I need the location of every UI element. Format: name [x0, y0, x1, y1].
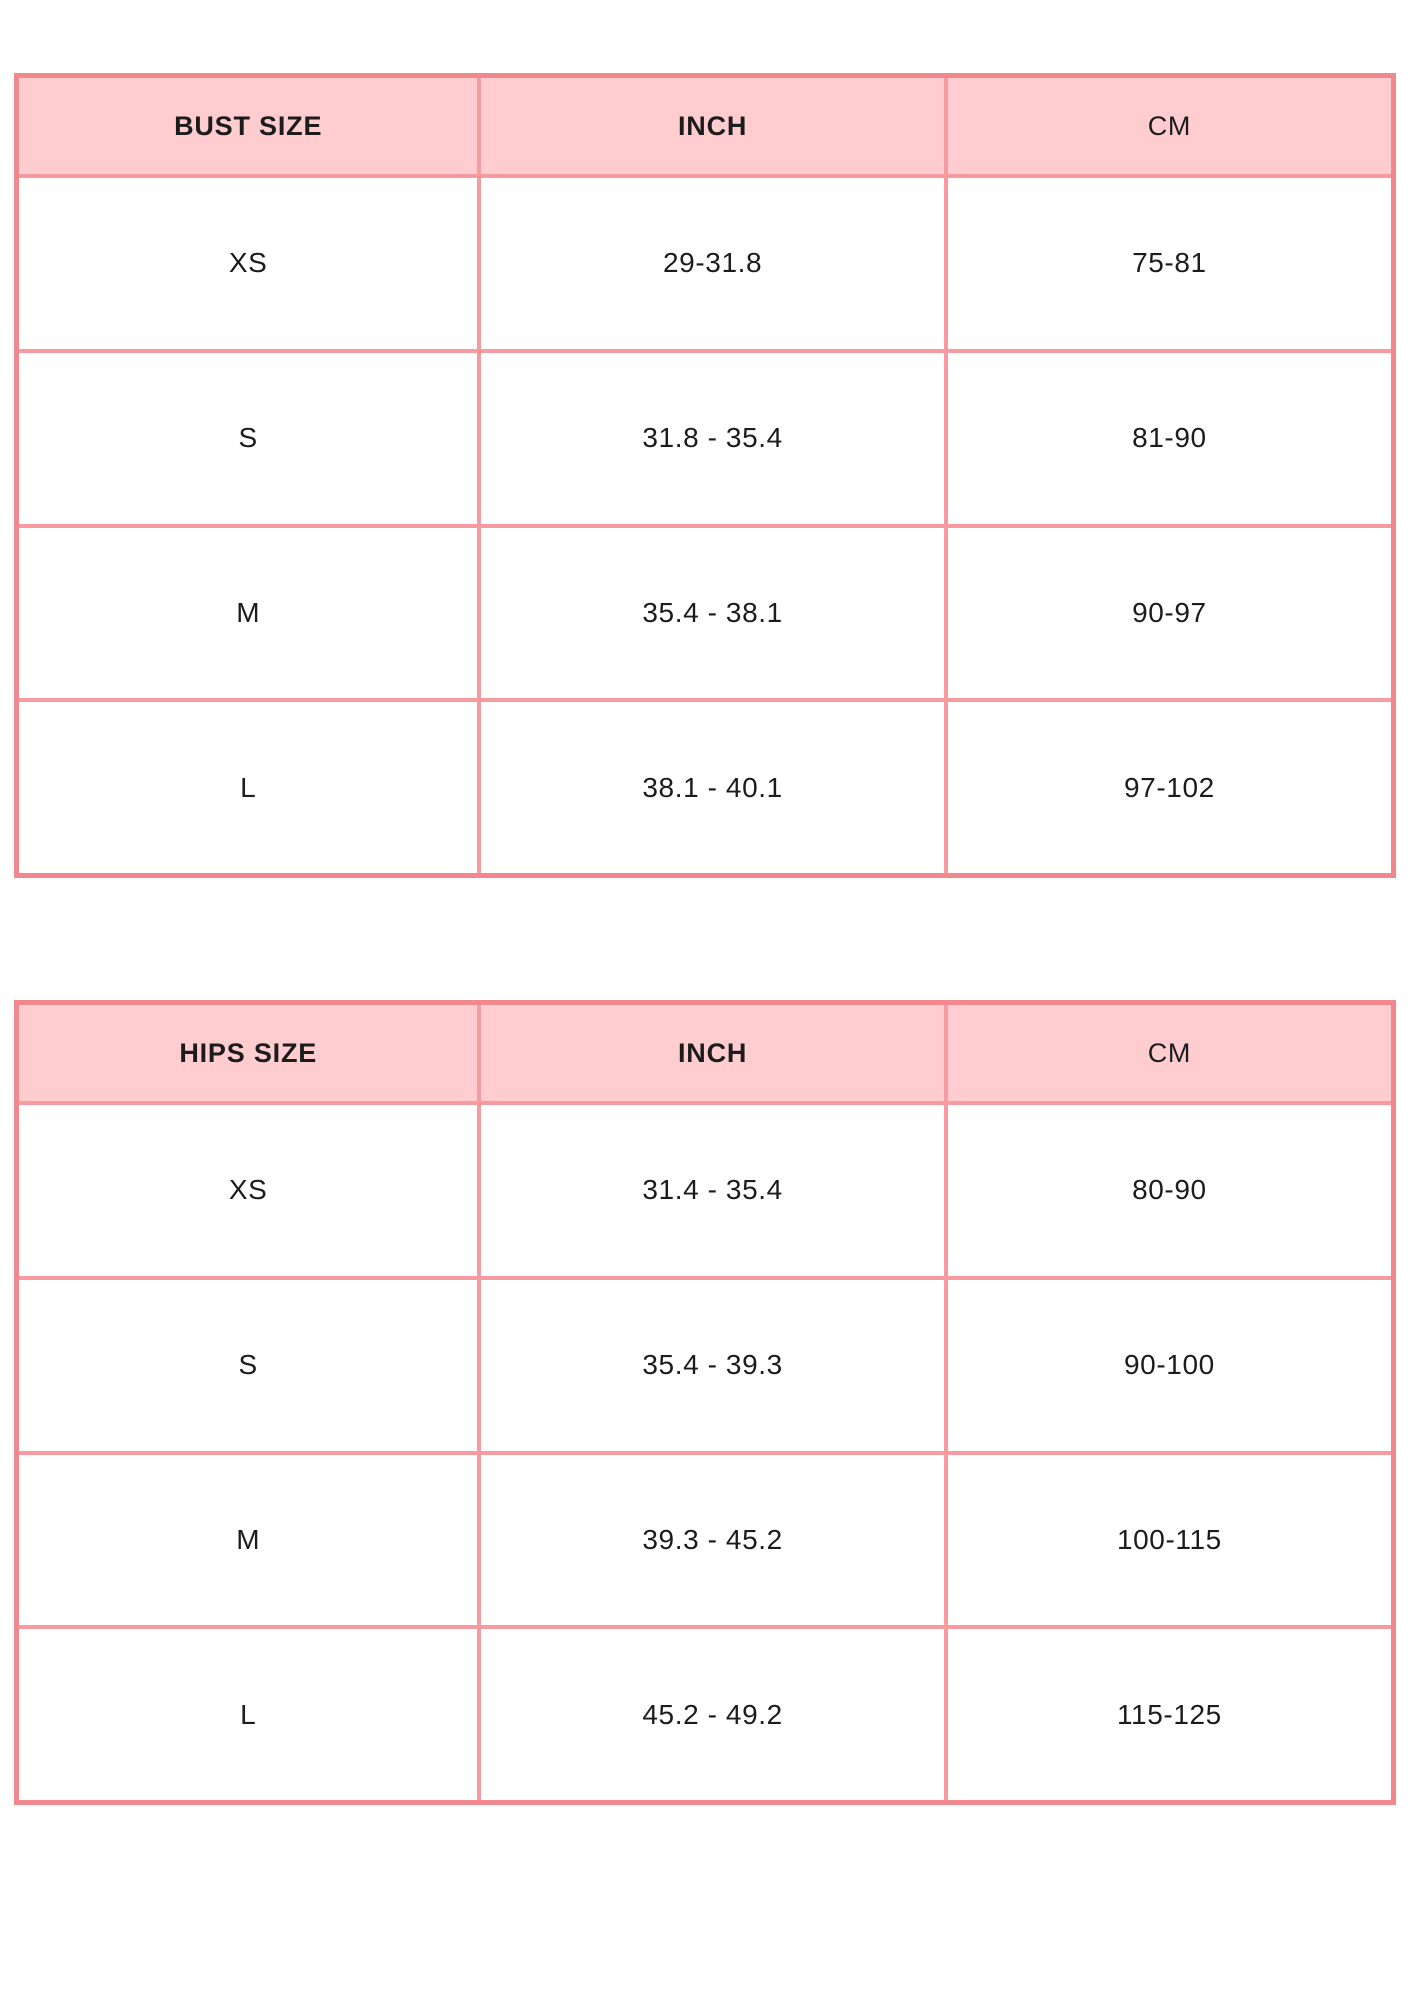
- hips-size-table: HIPS SIZE INCH CM XS 31.4 - 35.4 80-90 S…: [14, 1000, 1396, 1805]
- table-row: S 31.8 - 35.4 81-90: [19, 348, 1391, 524]
- table-row: XS 31.4 - 35.4 80-90: [19, 1101, 1391, 1276]
- cm-value: 90-97: [1132, 596, 1207, 628]
- table-row: S 35.4 - 39.3 90-100: [19, 1275, 1391, 1451]
- size-label: S: [19, 1279, 482, 1451]
- hips-header-size: HIPS SIZE: [19, 1005, 482, 1101]
- cm-value: 80-90: [1132, 1174, 1207, 1206]
- bust-table-header-row: BUST SIZE INCH CM: [19, 78, 1391, 174]
- bust-header-size: BUST SIZE: [19, 78, 482, 174]
- cm-value: 81-90: [1132, 422, 1207, 454]
- bust-header-cm: CM: [1147, 110, 1191, 141]
- cm-value: 90-100: [1124, 1349, 1215, 1381]
- cm-value: 97-102: [1124, 771, 1215, 803]
- size-label: L: [19, 702, 482, 873]
- cm-value: 115-125: [1116, 1698, 1222, 1730]
- inch-value: 38.1 - 40.1: [481, 702, 948, 873]
- inch-value: 35.4 - 38.1: [481, 527, 948, 699]
- inch-value: 29-31.8: [481, 178, 948, 349]
- size-label: XS: [19, 178, 482, 349]
- cm-value: 100-115: [1116, 1523, 1222, 1555]
- size-label: M: [19, 527, 482, 699]
- table-row: M 35.4 - 38.1 90-97: [19, 523, 1391, 699]
- hips-table-header-row: HIPS SIZE INCH CM: [19, 1005, 1391, 1101]
- cm-value: 75-81: [1132, 247, 1207, 279]
- size-label: S: [19, 352, 482, 524]
- bust-header-inch: INCH: [481, 78, 948, 174]
- inch-value: 45.2 - 49.2: [481, 1629, 948, 1800]
- table-row: M 39.3 - 45.2 100-115: [19, 1450, 1391, 1626]
- table-row: L 45.2 - 49.2 115-125: [19, 1625, 1391, 1800]
- inch-value: 39.3 - 45.2: [481, 1454, 948, 1626]
- bust-size-table: BUST SIZE INCH CM XS 29-31.8 75-81 S 31.…: [14, 73, 1396, 878]
- table-row: L 38.1 - 40.1 97-102: [19, 698, 1391, 873]
- size-label: M: [19, 1454, 482, 1626]
- size-label: L: [19, 1629, 482, 1800]
- size-label: XS: [19, 1105, 482, 1276]
- hips-header-cm: CM: [1147, 1037, 1191, 1068]
- table-row: XS 29-31.8 75-81: [19, 174, 1391, 349]
- hips-header-inch: INCH: [481, 1005, 948, 1101]
- inch-value: 35.4 - 39.3: [481, 1279, 948, 1451]
- inch-value: 31.8 - 35.4: [481, 352, 948, 524]
- inch-value: 31.4 - 35.4: [481, 1105, 948, 1276]
